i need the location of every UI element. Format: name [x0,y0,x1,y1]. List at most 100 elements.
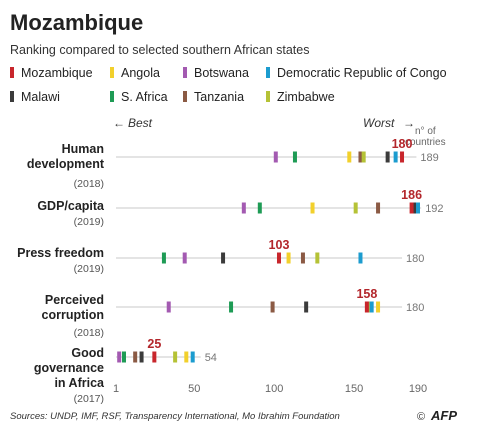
legend-label: Angola [121,66,160,80]
legend-swatch [183,91,187,102]
rank-marker-mozambique [276,252,281,264]
legend-label: Botswana [194,66,249,80]
source-note: Sources: UNDP, IMF, RSF, Transparency In… [10,411,340,422]
worst-arrow-icon: → [403,116,415,130]
rank-marker-tanzania [300,252,305,264]
worst-label: Worst [363,116,395,130]
indicator-label: corruption [42,308,105,322]
indicator-label: Press freedom [17,246,104,260]
x-tick-label: 50 [188,383,200,395]
rank-marker-mozambique [152,351,157,363]
legend-swatch [110,91,114,102]
rank-marker-malawi [304,301,309,313]
legend-label: Zimbabwe [277,90,335,104]
indicator-label: development [27,157,105,171]
legend-label: S. Africa [121,90,168,104]
rank-marker-s-africa [121,351,126,363]
afp-logo: AFP [430,408,457,423]
indicator-year: (2018) [74,178,104,190]
rank-marker-democratic-republic-of-congo [393,151,398,163]
rank-marker-democratic-republic-of-congo [369,301,374,313]
rank-marker-zimbabwe [173,351,178,363]
rank-marker-malawi [385,151,390,163]
legend-item-angola: Angola [110,66,160,80]
mozambique-rank-label: 186 [401,188,422,202]
rank-marker-democratic-republic-of-congo [190,351,195,363]
rank-marker-angola [286,252,291,264]
rank-marker-angola [310,202,315,214]
rank-marker-mozambique [364,301,369,313]
legend-item-s-africa: S. Africa [110,90,168,104]
rank-marker-mozambique [409,202,414,214]
rank-marker-botswana [182,252,187,264]
legend: Mozambique Angola Botswana Democratic Repub… [10,66,447,104]
indicator-year: (2019) [74,263,104,275]
x-axis: 1 50 100 150 190 [113,383,427,395]
legend-swatch [266,67,270,78]
legend-item-zimbabwe: Zimbabwe [266,90,335,104]
rank-marker-botswana [117,351,122,363]
count-label-line2: countries [405,137,446,148]
legend-swatch [266,91,270,102]
best-worst-labels: ← Best Worst → n° of countries [113,116,446,148]
rank-marker-botswana [166,301,171,313]
rank-marker-zimbabwe [361,151,366,163]
country-count: 180 [406,302,424,314]
rank-marker-s-africa [257,202,262,214]
indicator-label: governance [34,361,104,375]
indicator-row-press-freedom: Press freedom (2019) 180 103 [17,238,424,275]
legend-item-malawi: Malawi [10,90,60,104]
legend-swatch [10,91,14,102]
rank-marker-angola [184,351,189,363]
indicator-label: Good [71,346,104,360]
legend-swatch [183,67,187,78]
rank-marker-s-africa [292,151,297,163]
indicator-year: (2018) [74,327,104,339]
rank-marker-malawi [221,252,226,264]
indicator-label: in Africa [54,376,105,390]
mozambique-rank-label: 25 [147,337,161,351]
indicator-label: Human [62,142,104,156]
rank-marker-tanzania [376,202,381,214]
country-count: 180 [406,253,424,265]
legend-item-botswana: Botswana [183,66,249,80]
legend-swatch [110,67,114,78]
copyright-icon: © [417,411,425,423]
country-count: 189 [420,152,438,164]
legend-label: Mozambique [21,66,93,80]
country-count: 54 [205,352,217,364]
best-arrow-icon: ← [113,116,125,130]
chart-subtitle: Ranking compared to selected southern Af… [10,43,309,57]
chart-title: Mozambique [10,10,143,35]
rank-marker-zimbabwe [315,252,320,264]
legend-item-democratic-republic-of-congo: Democratic Republic of Congo [266,66,447,80]
count-label-line1: n° of [415,126,436,137]
legend-label: Malawi [21,90,60,104]
mozambique-rank-label: 103 [269,238,290,252]
rank-marker-malawi [139,351,144,363]
x-tick-label: 1 [113,383,119,395]
rank-marker-tanzania [133,351,138,363]
rank-marker-angola [347,151,352,163]
rank-marker-democratic-republic-of-congo [416,202,420,214]
rank-marker-malawi [412,202,417,214]
x-tick-label: 190 [409,383,427,395]
rank-marker-botswana [273,151,278,163]
legend-swatch [10,67,14,78]
legend-label: Tanzania [194,90,244,104]
indicator-label: GDP/capita [37,199,105,213]
rank-marker-tanzania [358,151,363,163]
indicator-year: (2019) [74,216,104,228]
indicator-year: (2017) [74,393,104,405]
rank-marker-zimbabwe [353,202,358,214]
rank-marker-mozambique [400,151,405,163]
rank-marker-s-africa [161,252,166,264]
best-label: Best [128,116,153,130]
